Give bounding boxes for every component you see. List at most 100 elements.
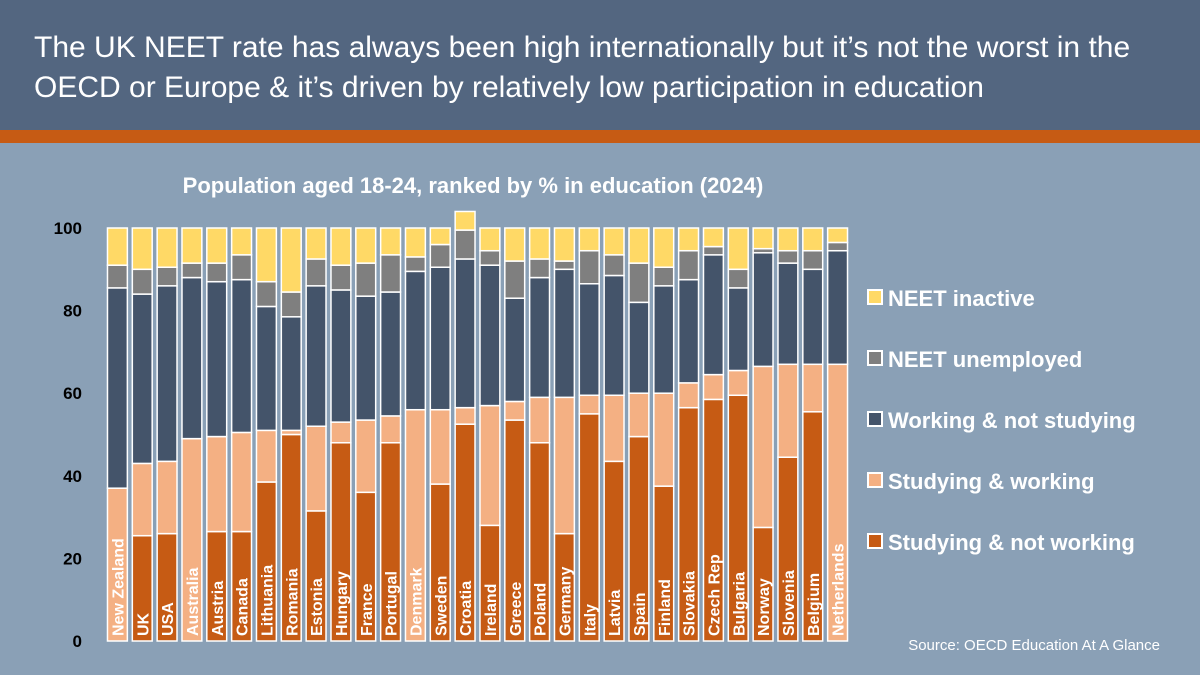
bar-segment <box>305 425 327 512</box>
bar-segment <box>131 462 153 537</box>
bar-segment <box>255 227 278 283</box>
bar-segment <box>206 280 228 438</box>
bar-segment <box>305 227 327 260</box>
bar-segment <box>404 227 427 258</box>
bar-segment <box>106 227 129 266</box>
bar-segment <box>106 287 129 489</box>
bar-segment <box>230 227 253 256</box>
category-label: Austria <box>210 581 227 636</box>
bar-segment <box>727 227 749 271</box>
bar-segment <box>578 249 600 285</box>
legend: NEET inactive NEET unemployed Working & no… <box>867 286 1136 555</box>
bar-segment <box>106 264 129 289</box>
y-tick-label: 60 <box>63 384 82 403</box>
bar-segment <box>379 415 402 444</box>
chart-title: Population aged 18-24, ranked by % in ed… <box>183 173 764 198</box>
bar-segment <box>578 394 600 415</box>
bar-segment <box>777 363 799 458</box>
bar-segment <box>702 227 725 248</box>
bar-segment <box>429 408 451 485</box>
bar-segment <box>330 264 352 291</box>
bar-segment <box>305 258 327 287</box>
category-label: France <box>359 583 376 636</box>
bar-segment <box>355 262 377 297</box>
bar-segment <box>479 249 501 266</box>
bar-segment <box>653 285 675 394</box>
bar-segment <box>603 227 625 256</box>
y-axis: 0 20 40 60 80 100 <box>54 219 82 651</box>
bar-segment <box>479 264 501 407</box>
bar-segment <box>230 278 253 434</box>
bar-segment <box>677 382 700 409</box>
category-label: New Zealand <box>110 538 127 636</box>
bar-segment <box>479 227 501 252</box>
bar-segment <box>802 227 824 252</box>
bar-segment <box>727 369 749 397</box>
bar-segment <box>578 227 600 252</box>
category-label: Portugal <box>384 571 401 636</box>
bar-segment <box>628 227 650 264</box>
category-label: USA <box>160 602 177 636</box>
category-labels: New Zealand UK USA Australia Austria Canada Li… <box>110 538 847 636</box>
source-note: Source: OECD Education At A Glance <box>908 637 1160 654</box>
bar-segment <box>181 227 203 264</box>
page-title: The UK NEET rate has always been high in… <box>34 31 1131 104</box>
bar-segment <box>454 229 476 260</box>
category-label: Italy <box>582 604 599 636</box>
y-tick-label: 100 <box>54 219 82 238</box>
bar-segment <box>429 243 451 268</box>
bar-segment <box>504 400 526 421</box>
bar-segment <box>454 210 476 231</box>
bar-segment <box>603 254 625 277</box>
bar-segment <box>826 249 849 366</box>
category-label: Canada <box>235 578 252 636</box>
bar-segment <box>727 268 749 289</box>
bar-segment <box>156 285 178 463</box>
bar-segment <box>429 227 451 246</box>
category-label: Australia <box>185 567 202 636</box>
bar-segment <box>677 227 700 252</box>
bar-segment <box>603 274 625 397</box>
bar-segment <box>553 396 576 535</box>
legend-label: Studying & working <box>888 469 1095 494</box>
bar-segment <box>504 227 526 262</box>
y-tick-label: 80 <box>63 302 82 321</box>
bar-segment <box>181 262 203 279</box>
category-label: Denmark <box>408 567 425 636</box>
bar-segment <box>131 293 153 465</box>
bar-segment <box>280 316 302 432</box>
bar-segment <box>404 256 427 273</box>
bar-segment <box>826 227 849 244</box>
bar-segment <box>777 249 799 264</box>
bars-group <box>106 210 849 642</box>
bar-segment <box>206 262 228 283</box>
bar-segment <box>131 268 153 295</box>
bar-segment <box>379 227 402 256</box>
y-tick-label: 20 <box>63 549 82 568</box>
category-label: Romania <box>284 568 301 636</box>
bar-segment <box>330 289 352 423</box>
bar-segment <box>379 291 402 417</box>
category-label: Estonia <box>309 578 326 636</box>
bar-segment <box>553 260 576 271</box>
bar-segment <box>752 252 774 368</box>
bar-segment <box>752 365 774 529</box>
bar-segment <box>404 270 427 411</box>
bar-segment <box>379 254 402 293</box>
bar-segment <box>802 249 824 271</box>
bar-segment <box>578 283 600 397</box>
bar-segment <box>479 404 501 527</box>
bar-segment <box>504 260 526 299</box>
y-tick-label: 0 <box>73 632 82 651</box>
bar-segment <box>230 431 253 533</box>
bar-segment <box>255 429 278 483</box>
bar-segment <box>454 258 476 409</box>
category-label: Bulgaria <box>731 572 748 636</box>
legend-swatch <box>867 350 883 366</box>
category-label: Slovenia <box>781 570 798 636</box>
bar-segment <box>528 258 551 279</box>
bar-segment <box>628 392 650 438</box>
bar-segment <box>553 227 576 262</box>
bar-segment <box>330 227 352 266</box>
header-accent-rule <box>0 130 1200 143</box>
